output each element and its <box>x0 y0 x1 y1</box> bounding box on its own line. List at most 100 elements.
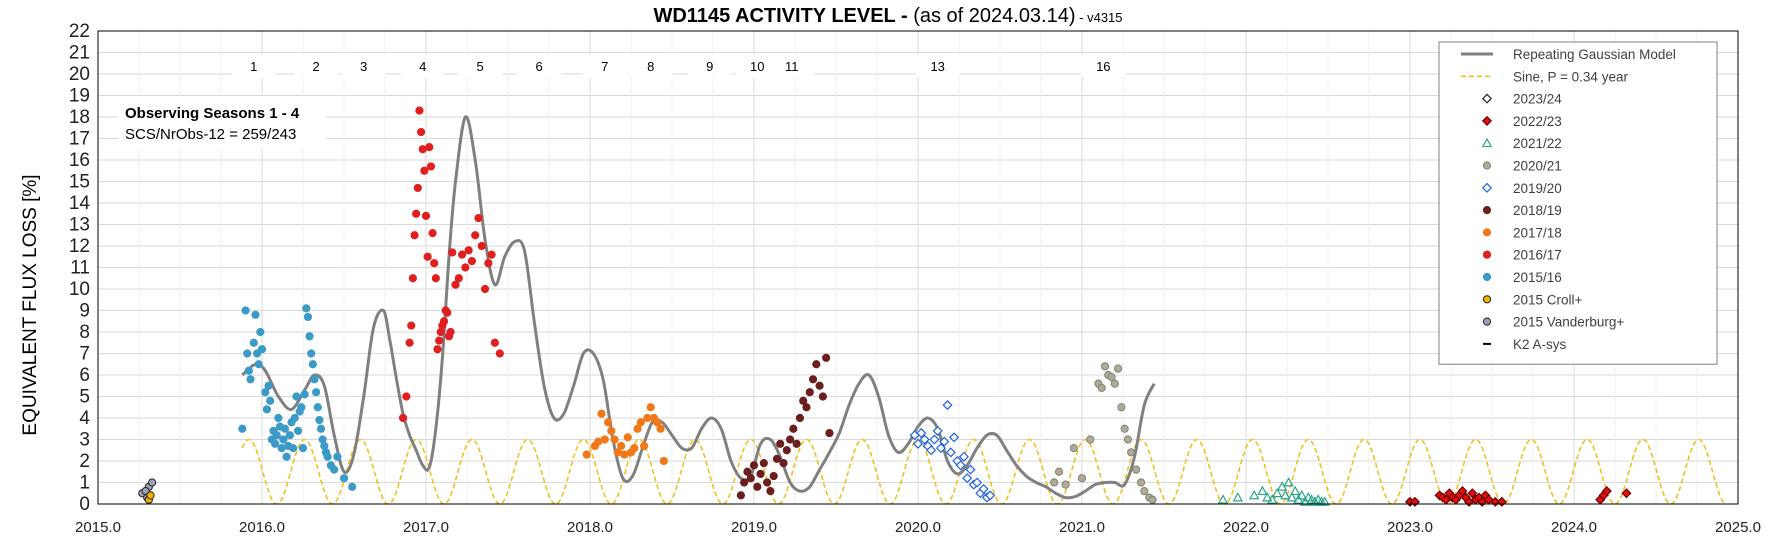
y-tick-label: 0 <box>79 494 90 515</box>
data-point <box>333 452 342 461</box>
data-point <box>965 464 976 475</box>
data-point <box>274 413 283 423</box>
data-point <box>407 321 416 330</box>
data-point <box>280 424 290 433</box>
legend-entry: 2015 Croll+ <box>1482 292 1583 307</box>
legend-marker <box>1482 295 1492 304</box>
peak-label: 1 <box>250 59 257 74</box>
data-point <box>1077 474 1087 483</box>
y-tick-label: 17 <box>69 129 90 150</box>
legend-marker <box>1482 317 1492 326</box>
y-tick-label: 22 <box>69 21 90 42</box>
series-2019-20 <box>909 400 996 503</box>
data-point <box>480 284 490 294</box>
data-point <box>339 474 349 483</box>
data-point <box>1283 477 1294 487</box>
data-point <box>978 483 989 494</box>
chart-title: WD1145 ACTIVITY LEVEL - (as of 2024.03.1… <box>653 5 1122 27</box>
legend-entry: 2018/19 <box>1482 203 1562 218</box>
legend-entry: 2022/23 <box>1481 114 1562 129</box>
y-tick-label: 15 <box>69 172 90 193</box>
data-point <box>1257 485 1268 496</box>
data-point <box>148 478 157 487</box>
data-point <box>623 433 632 442</box>
data-point <box>929 434 940 445</box>
data-point <box>425 143 434 152</box>
data-point <box>292 392 301 401</box>
data-point <box>1248 489 1260 500</box>
legend-label: 2018/19 <box>1513 203 1562 218</box>
data-point <box>302 304 311 313</box>
data-point <box>610 435 619 444</box>
peak-label-background <box>400 55 445 77</box>
data-point <box>408 274 417 283</box>
y-tick-label: 11 <box>70 258 90 279</box>
data-point <box>435 336 444 345</box>
data-point <box>410 231 419 240</box>
y-tick-label: 9 <box>79 301 90 322</box>
data-point <box>467 256 477 266</box>
data-point <box>330 465 339 474</box>
data-point <box>1621 488 1632 499</box>
data-point <box>257 345 267 354</box>
data-point <box>310 375 319 384</box>
data-point <box>1117 403 1126 412</box>
data-point <box>461 263 470 272</box>
data-point <box>297 403 306 412</box>
y-tick-label: 20 <box>69 64 90 85</box>
data-point <box>958 451 969 462</box>
data-point <box>926 445 937 456</box>
data-point <box>1467 488 1478 499</box>
legend-entry: 2020/21 <box>1482 159 1562 174</box>
y-tick-label: 7 <box>79 344 90 365</box>
data-point <box>282 452 291 461</box>
data-point <box>243 349 252 358</box>
data-point <box>640 441 649 451</box>
data-point <box>736 491 745 500</box>
data-point <box>254 360 263 369</box>
series-2020-21 <box>1050 362 1157 504</box>
legend-label: 2020/21 <box>1513 159 1562 174</box>
data-point <box>822 353 831 362</box>
y-tick-label: 12 <box>69 236 90 257</box>
peak-label: 8 <box>647 59 654 74</box>
data-point <box>300 390 309 399</box>
data-point <box>763 478 772 487</box>
data-point <box>251 310 260 319</box>
data-point <box>795 413 805 423</box>
data-point <box>785 435 795 444</box>
data-point <box>746 474 755 483</box>
data-point <box>457 250 467 259</box>
legend-marker <box>1481 93 1493 104</box>
data-point <box>916 428 927 439</box>
data-point <box>749 461 759 470</box>
data-point <box>1069 444 1078 453</box>
data-point <box>1280 489 1291 500</box>
data-point <box>1097 383 1106 392</box>
series-2021-22 <box>1217 477 1330 506</box>
data-point <box>985 490 996 501</box>
data-point <box>246 375 255 384</box>
data-point <box>1127 448 1136 457</box>
chart-title-version: - v4315 <box>1076 10 1123 25</box>
data-point <box>756 469 765 478</box>
data-point <box>1601 486 1612 497</box>
y-axis-label: EQUIVALENT FLUX LOSS [%] <box>20 174 41 435</box>
data-point <box>266 396 275 405</box>
data-point <box>919 434 930 445</box>
data-point <box>316 424 326 433</box>
svg-text:WD1145 ACTIVITY LEVEL - (as of: WD1145 ACTIVITY LEVEL - (as of 2024.03.1… <box>653 5 1122 27</box>
data-point <box>412 209 421 218</box>
data-point <box>971 477 983 488</box>
data-point <box>261 388 270 397</box>
peak-label: 6 <box>536 59 543 74</box>
data-point <box>603 418 613 427</box>
x-tick-label: 2021.0 <box>1059 519 1105 536</box>
data-point <box>264 381 273 390</box>
legend-marker <box>1481 182 1493 193</box>
data-point <box>932 425 943 436</box>
data-point <box>426 162 436 171</box>
legend-entry: 2017/18 <box>1482 225 1562 240</box>
peak-label-background <box>735 55 780 77</box>
data-point <box>743 467 752 476</box>
